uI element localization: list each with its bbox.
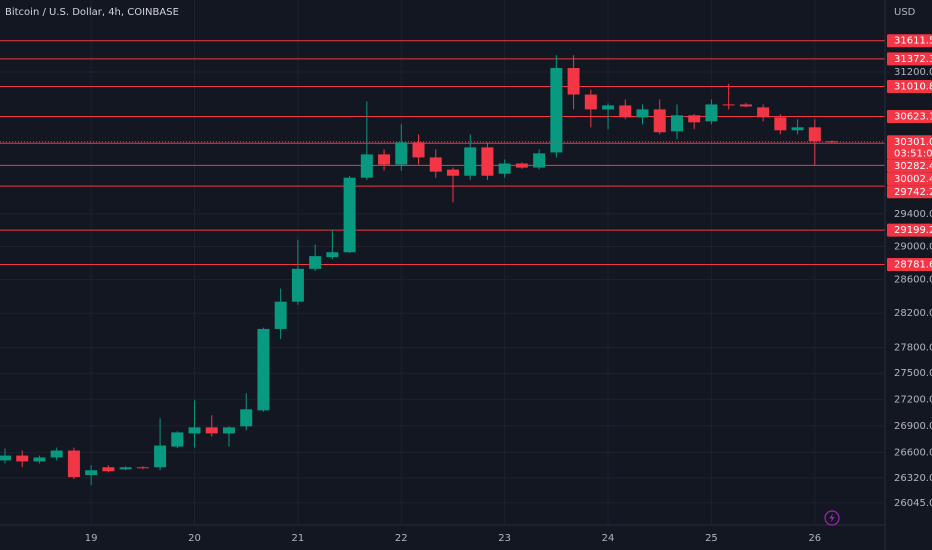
candle-body xyxy=(584,94,597,110)
candle-body xyxy=(67,450,80,478)
level-label-box xyxy=(887,159,932,173)
candle-body xyxy=(653,109,666,133)
level-label: 30623.10 xyxy=(894,112,932,123)
candle-body xyxy=(774,117,787,131)
y-tick-label: 27800.00 xyxy=(894,342,932,353)
lightning-icon xyxy=(824,510,840,526)
candle-body xyxy=(33,457,46,462)
candle-body xyxy=(85,470,98,476)
candle-body xyxy=(136,467,149,469)
candle-body xyxy=(291,268,304,302)
candle-body xyxy=(0,455,11,461)
candle-body xyxy=(481,147,494,176)
candle-body xyxy=(326,252,339,258)
level-label-box xyxy=(887,258,932,272)
candle-body xyxy=(757,107,770,118)
candle-body xyxy=(826,141,839,143)
currency-label: USD xyxy=(894,7,916,18)
y-tick-label: 26900.00 xyxy=(894,421,932,432)
x-tick-label: 24 xyxy=(602,533,615,544)
candle-body xyxy=(343,177,356,253)
candle-body xyxy=(446,169,459,176)
candle-body xyxy=(378,154,391,165)
level-label-box xyxy=(887,34,932,48)
x-tick-label: 21 xyxy=(292,533,305,544)
level-label-box xyxy=(887,80,932,94)
level-label: 28781.64 xyxy=(894,260,932,271)
candle-body xyxy=(791,127,804,131)
candle-body xyxy=(636,109,649,118)
level-label-box xyxy=(887,172,932,186)
x-tick-label: 19 xyxy=(85,533,98,544)
candle-body xyxy=(257,328,270,411)
level-label: 30002.47 xyxy=(894,174,932,185)
candle-body xyxy=(498,163,511,174)
candle-body xyxy=(567,68,580,95)
y-tick-label: 28200.00 xyxy=(894,308,932,319)
candle-body xyxy=(102,467,115,472)
countdown-label: 03:51:07 xyxy=(894,148,932,159)
x-tick-label: 26 xyxy=(808,533,821,544)
level-label: 31010.84 xyxy=(894,82,932,93)
candle-body xyxy=(808,127,821,142)
level-label-box xyxy=(887,185,932,199)
x-tick-label: 25 xyxy=(705,533,718,544)
candle-body xyxy=(50,450,63,458)
candle-body xyxy=(688,115,701,123)
candle-body xyxy=(119,467,132,470)
candle-body xyxy=(309,256,322,269)
y-tick-label: 29400.00 xyxy=(894,209,932,220)
y-tick-label: 26045.00 xyxy=(894,498,932,509)
candle-body xyxy=(722,104,735,106)
level-label-box xyxy=(887,110,932,124)
last-price-label: 30301.09 xyxy=(894,137,932,148)
last-price-box xyxy=(887,135,932,160)
time-axis-panel xyxy=(0,525,885,550)
candle-body xyxy=(360,154,373,178)
x-tick-label: 20 xyxy=(188,533,201,544)
x-tick-label: 23 xyxy=(498,533,511,544)
candle-body xyxy=(205,427,218,434)
candle-body xyxy=(222,427,235,434)
y-tick-label: 26320.00 xyxy=(894,473,932,484)
y-tick-label: 28600.00 xyxy=(894,275,932,286)
candle-body xyxy=(515,163,528,168)
candle-body xyxy=(154,445,167,468)
candle-body xyxy=(412,142,425,158)
level-label: 30282.4 xyxy=(894,161,932,172)
level-label-box xyxy=(887,52,932,66)
candle-body xyxy=(274,301,287,329)
candle-body xyxy=(533,153,546,168)
y-tick-label: 31200.00 xyxy=(894,67,932,78)
candle-body xyxy=(619,105,632,118)
level-label: 29199.24 xyxy=(894,225,932,236)
level-label-box xyxy=(887,223,932,237)
candle-body xyxy=(188,427,201,434)
y-tick-label: 27200.00 xyxy=(894,394,932,405)
candle-body xyxy=(16,455,29,462)
candle-body xyxy=(739,104,752,107)
candle-body xyxy=(670,115,683,132)
candle-body xyxy=(550,68,563,153)
y-tick-label: 26600.00 xyxy=(894,448,932,459)
level-label: 31611.51 xyxy=(894,36,932,47)
y-tick-label: 27500.00 xyxy=(894,368,932,379)
y-tick-label: 29000.00 xyxy=(894,241,932,252)
candle-body xyxy=(395,142,408,165)
lightning-icon-bolt xyxy=(829,513,835,523)
candle-body xyxy=(602,105,615,110)
level-label: 31372.39 xyxy=(894,54,932,65)
x-tick-label: 22 xyxy=(395,533,408,544)
chart-title: Bitcoin / U.S. Dollar, 4h, COINBASE xyxy=(5,7,179,18)
candle-body xyxy=(171,432,184,447)
candle-body xyxy=(705,104,718,122)
candle-body xyxy=(240,409,253,427)
candle-body xyxy=(429,157,442,172)
candle-body xyxy=(464,147,477,176)
level-label: 29742.23 xyxy=(894,187,932,198)
